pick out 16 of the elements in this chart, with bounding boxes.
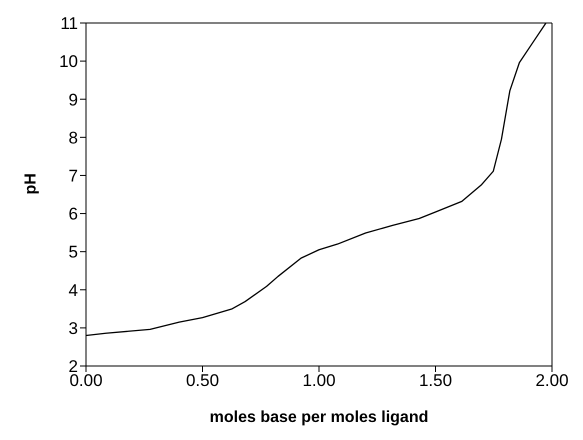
- y-tick-label: 10: [59, 52, 78, 72]
- y-axis-title: pH: [22, 173, 40, 194]
- y-tick-label: 8: [68, 128, 78, 148]
- y-tick-label: 9: [68, 90, 78, 110]
- y-tick-label: 3: [68, 318, 78, 338]
- x-tick-label: 0.00: [69, 371, 103, 390]
- x-tick-label: 1.00: [302, 371, 336, 390]
- y-tick-label: 4: [68, 280, 78, 300]
- x-tick-label: 1.50: [418, 371, 452, 390]
- y-tick-label: 11: [60, 14, 78, 34]
- y-tick-label: 7: [68, 166, 78, 186]
- x-tick-label: 0.50: [186, 371, 220, 390]
- x-tick-label: 2.00: [535, 371, 569, 390]
- x-axis-title: moles base per moles ligand: [210, 409, 428, 426]
- y-tick-label: 5: [68, 242, 78, 262]
- y-tick-label: 6: [68, 204, 78, 224]
